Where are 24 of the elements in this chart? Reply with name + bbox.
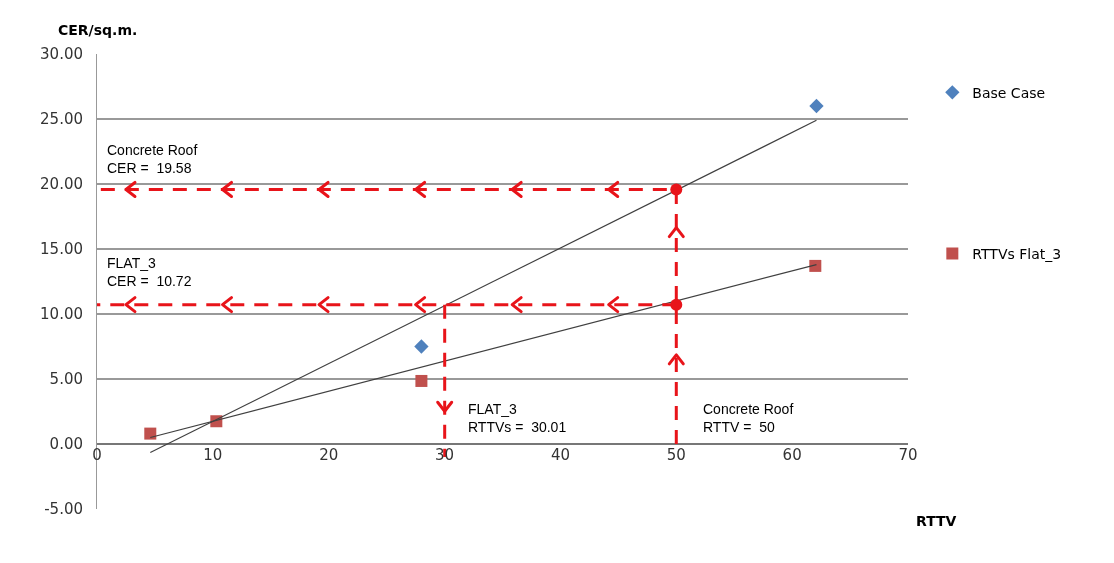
x-tick-label: 10	[203, 446, 223, 464]
y-tick-label: 15.00	[40, 240, 83, 259]
x-tick-label: 20	[319, 446, 339, 464]
x-tick-label: 50	[666, 446, 686, 464]
x-axis-title: RTTV	[916, 513, 957, 529]
y-tick-label: 20.00	[40, 175, 83, 194]
x-tick-label: 30	[435, 446, 455, 464]
x-tick-label: 70	[898, 446, 918, 464]
y-tick-label: -5.00	[44, 500, 83, 519]
y-tick-label: 0.00	[49, 435, 83, 454]
annotation: FLAT_3 RTTVs = 30.01	[468, 401, 567, 436]
legend-label: RTTVs Flat_3	[972, 246, 1062, 263]
legend-label: Base Case	[972, 84, 1046, 101]
y-tick-label: 5.00	[49, 370, 83, 389]
annotation: Concrete Roof RTTV = 50	[703, 401, 794, 436]
y-axis-title: CER/sq.m.	[58, 22, 138, 38]
y-tick-label: 25.00	[40, 110, 83, 129]
x-tick-label: 60	[782, 446, 802, 464]
y-tick-label: 10.00	[40, 305, 83, 324]
x-tick-label: 40	[550, 446, 570, 464]
annotation: Concrete Roof CER = 19.58	[107, 142, 198, 177]
annotation: FLAT_3 CER = 10.72	[107, 255, 192, 290]
y-tick-label: 30.00	[40, 45, 83, 64]
x-tick-label: 0	[92, 446, 102, 464]
